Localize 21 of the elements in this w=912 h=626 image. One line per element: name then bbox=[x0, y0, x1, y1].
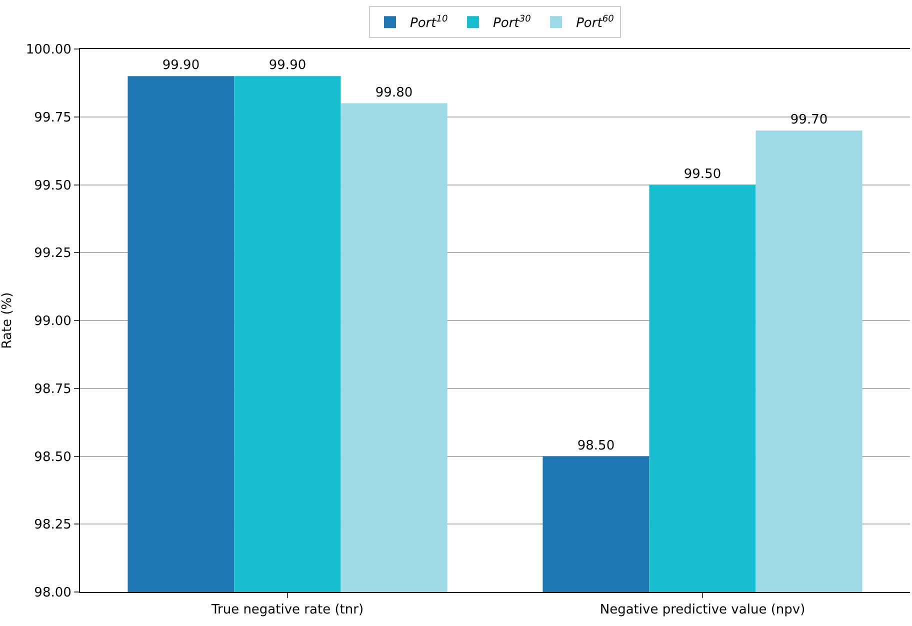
y-tick-label: 98.25 bbox=[34, 518, 72, 533]
data-label: 98.50 bbox=[577, 438, 615, 454]
data-label: 99.70 bbox=[790, 112, 828, 128]
y-tick-label: 100.00 bbox=[26, 42, 72, 58]
y-tick-label: 99.00 bbox=[34, 314, 72, 330]
legend-label: Port$^{60}$ bbox=[576, 14, 614, 32]
data-label: 99.50 bbox=[684, 166, 722, 182]
y-tick-label: 99.75 bbox=[34, 110, 72, 126]
y-axis-title: Rate (%) bbox=[0, 292, 15, 349]
data-label: 99.90 bbox=[268, 58, 306, 74]
y-tick-label: 98.50 bbox=[34, 450, 72, 465]
data-label: 99.90 bbox=[162, 58, 200, 74]
y-tick-label: 98.75 bbox=[34, 382, 72, 397]
y-tick-label: 99.50 bbox=[34, 178, 72, 194]
y-tick-label: 98.00 bbox=[34, 586, 72, 601]
x-tick-label: True negative rate (tnr) bbox=[210, 602, 364, 618]
y-tick-label: 99.25 bbox=[34, 246, 72, 262]
x-tick-label: Negative predictive value (npv) bbox=[600, 602, 806, 618]
data-label: 99.80 bbox=[375, 85, 413, 100]
legend-label: Port$^{10}$ bbox=[410, 14, 448, 32]
legend-label: Port$^{30}$ bbox=[493, 14, 532, 32]
